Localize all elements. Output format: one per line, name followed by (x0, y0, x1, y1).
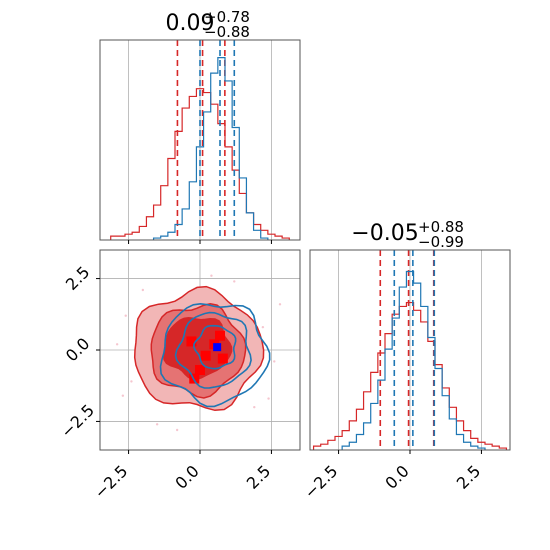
sample-point (267, 397, 270, 400)
sample-point (273, 360, 276, 363)
param1-title-value: 0.09 (166, 11, 215, 36)
sample-point (115, 343, 119, 346)
histogram-step-line (110, 88, 290, 240)
x-tick-label: 0.0 (381, 461, 412, 492)
sample-point (130, 380, 133, 383)
param1-title-plus: +0.78 (204, 8, 250, 26)
sample-point (278, 303, 282, 306)
x-tick-label: −2.5 (90, 461, 131, 502)
sample-point (141, 288, 145, 292)
red-density-cell (186, 336, 197, 347)
marginal-histogram-param1 (99, 39, 301, 244)
sample-point (233, 280, 236, 283)
blue-contour-level (174, 311, 252, 389)
param2-title-plus: +0.88 (418, 218, 464, 236)
red-density-cell (195, 365, 205, 375)
param2-title: −0.05 +0.88 −0.99 (351, 218, 464, 251)
y-tick-label: 2.5 (62, 263, 93, 294)
sample-point (121, 394, 125, 397)
blue-contour-level (193, 324, 237, 370)
red-density-cell (215, 330, 225, 341)
x-tick-label: 0.0 (171, 461, 202, 492)
histogram-step-line (341, 270, 486, 450)
histogram-step-line (152, 57, 269, 240)
joint-contour-panel: −2.5 0.0 2.5 −2.5 0.0 2.5 (57, 249, 301, 502)
param1-title-minus: −0.88 (204, 23, 250, 41)
blue-density-peak (213, 343, 222, 352)
sample-point (210, 274, 213, 277)
histogram-step-line (312, 301, 508, 450)
red-density-cell (189, 373, 200, 384)
sample-point (175, 428, 179, 432)
red-density-cell (200, 350, 211, 361)
sample-point (261, 325, 265, 329)
x-tick-label: 2.5 (453, 461, 484, 492)
param2-title-minus: −0.99 (418, 233, 464, 251)
x-tick-label: −2.5 (300, 461, 341, 502)
sample-point (155, 423, 159, 426)
marginal-histogram-param2: −2.5 0.0 2.5 (300, 249, 511, 502)
y-tick-label: 0.0 (62, 334, 93, 365)
sample-point (124, 314, 127, 317)
blue-contour-level (159, 302, 271, 408)
y-tick-label: −2.5 (57, 401, 98, 442)
param1-title: 0.09 +0.78 −0.88 (166, 8, 250, 41)
param2-title-value: −0.05 (351, 221, 418, 246)
red-density-cell (217, 353, 228, 364)
x-tick-label: 2.5 (243, 461, 274, 492)
sample-point (253, 405, 256, 409)
